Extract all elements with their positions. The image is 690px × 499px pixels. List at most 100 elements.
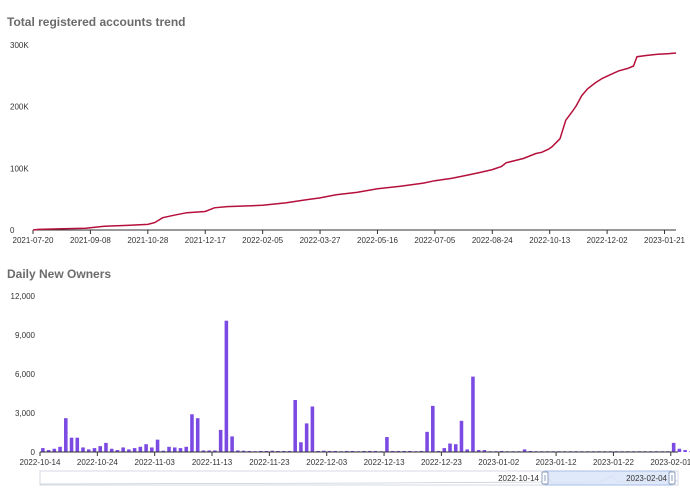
line-x-tick-label: 2022-05-16 — [357, 236, 398, 245]
daily-owners-bar — [402, 450, 406, 452]
bar-x-tick-label: 2022-12-23 — [421, 458, 462, 467]
line-y-tick-label: 300K — [10, 41, 29, 50]
daily-owners-bar — [195, 418, 200, 452]
daily-owners-bar — [104, 442, 108, 452]
line-y-tick-label: 100K — [10, 164, 29, 173]
daily-owners-bar — [58, 446, 62, 452]
bar-x-tick-label: 2022-10-24 — [77, 458, 118, 467]
bar-y-tick-label: 6,000 — [15, 370, 36, 379]
daily-owners-bar — [310, 406, 315, 452]
bar-chart: 0 3,000 6,000 9,000 12,000 2022-10-14 2022-10… — [11, 292, 690, 467]
daily-owners-bar — [465, 449, 469, 452]
bar-y-tick-label: 9,000 — [15, 331, 36, 340]
daily-owners-bar — [81, 447, 85, 452]
daily-owners-bar — [671, 442, 676, 452]
daily-owners-bar — [322, 450, 326, 452]
daily-owners-bar — [327, 450, 332, 452]
daily-owners-bar — [230, 436, 234, 452]
line-x-tick-label: 2022-07-05 — [414, 236, 455, 245]
daily-owners-bar — [109, 448, 114, 452]
daily-owners-bar — [390, 450, 395, 452]
line-x-tick-label: 2022-02-05 — [242, 236, 283, 245]
daily-owners-bar — [362, 450, 366, 452]
bar-chart-title: Daily New Owners — [7, 267, 112, 281]
daily-owners-bar — [442, 448, 447, 452]
daily-owners-bar — [155, 439, 160, 452]
daily-owners-bar — [247, 450, 252, 452]
daily-owners-bar — [161, 450, 166, 452]
daily-owners-bar — [86, 449, 91, 452]
daily-owners-bar — [436, 450, 441, 452]
bar-x-tick-label: 2023-01-22 — [593, 458, 634, 467]
daily-owners-bar — [270, 450, 275, 452]
line-x-tick-label: 2022-12-02 — [587, 236, 628, 245]
daily-owners-bar — [350, 450, 355, 452]
daily-owners-bar — [287, 450, 292, 452]
line-x-tick-label: 2022-08-24 — [472, 236, 513, 245]
line-x-tick-label: 2022-10-13 — [529, 236, 570, 245]
daily-owners-bar — [333, 450, 338, 452]
daily-owners-bar — [92, 448, 97, 452]
daily-owners-bar — [425, 431, 429, 452]
line-x-tick-label: 2023-01-21 — [644, 236, 685, 245]
daily-owners-bar — [184, 446, 189, 452]
daily-owners-bar — [172, 447, 177, 452]
daily-owners-bar — [190, 414, 194, 452]
bar-x-tick-label: 2022-11-23 — [249, 458, 290, 467]
bar-y-tick-label: 12,000 — [11, 292, 36, 301]
daily-owners-bar — [150, 447, 154, 452]
daily-owners-bar — [476, 450, 481, 452]
daily-owners-bar — [482, 450, 487, 452]
daily-owners-bar — [41, 448, 45, 452]
daily-owners-bar — [52, 448, 57, 452]
daily-owners-bar — [683, 450, 687, 452]
daily-owners-bar — [218, 429, 223, 452]
daily-owners-bar — [224, 320, 229, 452]
daily-owners-bar — [528, 450, 533, 452]
line-y-tick-label: 200K — [10, 103, 29, 112]
daily-owners-bar — [132, 448, 137, 452]
slider-start-label: 2022-10-14 — [498, 474, 539, 483]
daily-owners-bar — [281, 450, 286, 452]
bar-x-tick-label: 2022-12-03 — [306, 458, 347, 467]
daily-owners-bar — [499, 450, 504, 452]
daily-owners-bar — [453, 444, 458, 452]
line-x-tick-label: 2021-12-17 — [185, 236, 226, 245]
line-chart: 0 100K 200K 300K 2021-07-20 2021-09-08 2021-1… — [10, 41, 686, 245]
zoom-slider[interactable]: 2022-10-14 2023-02-04 — [39, 470, 679, 486]
daily-owners-bar — [276, 450, 280, 452]
bar-x-tick-label: 2022-10-14 — [20, 458, 61, 467]
daily-owners-bar — [522, 449, 527, 452]
daily-owners-bar — [259, 450, 263, 452]
daily-owners-bar — [207, 450, 211, 452]
daily-owners-bar — [373, 450, 378, 452]
daily-owners-bar — [69, 437, 74, 452]
daily-owners-bar — [98, 446, 102, 452]
daily-owners-bar — [46, 450, 51, 452]
slider-track[interactable] — [39, 470, 679, 486]
daily-owners-bar — [677, 448, 682, 452]
line-x-tick-label: 2021-10-28 — [127, 236, 168, 245]
line-x-tick-label: 2021-07-20 — [13, 236, 54, 245]
daily-owners-bar — [201, 450, 206, 452]
bar-y-tick-label: 3,000 — [15, 409, 36, 418]
daily-owners-bar — [138, 446, 143, 452]
daily-owners-bar — [448, 443, 452, 452]
daily-owners-bar — [115, 450, 120, 452]
daily-owners-bar — [178, 448, 183, 452]
daily-owners-bar — [385, 437, 389, 452]
daily-owners-bar — [471, 376, 475, 452]
daily-owners-bar — [293, 400, 297, 452]
daily-owners-bar — [213, 450, 217, 452]
daily-owners-bar — [367, 450, 372, 452]
daily-owners-bar — [64, 418, 68, 452]
daily-owners-bar — [345, 450, 349, 452]
daily-owners-bar — [144, 444, 148, 452]
bar-y-tick-label: 0 — [31, 448, 36, 457]
daily-owners-bar — [299, 442, 303, 452]
bar-x-tick-label: 2023-01-02 — [478, 458, 519, 467]
daily-owners-bar — [241, 450, 246, 452]
daily-owners-bar — [408, 450, 412, 452]
daily-owners-bar — [236, 450, 240, 452]
